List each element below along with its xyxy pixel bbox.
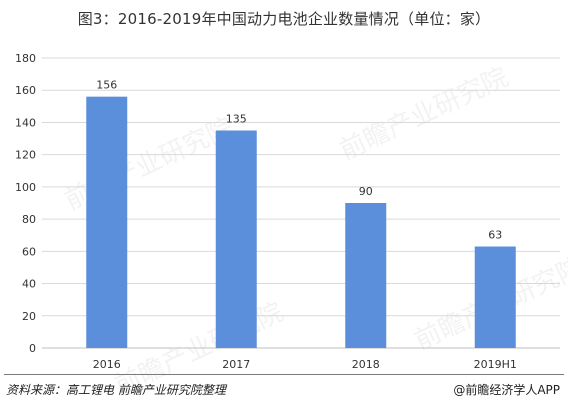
bar xyxy=(474,246,516,348)
brand-text: @前瞻经济学人APP xyxy=(453,383,560,397)
x-tick-label: 2017 xyxy=(222,358,250,371)
y-tick-label: 160 xyxy=(15,84,36,97)
y-tick-label: 80 xyxy=(22,213,36,226)
y-tick-label: 20 xyxy=(22,310,36,323)
y-tick-label: 40 xyxy=(22,278,36,291)
bar xyxy=(86,96,128,349)
y-tick-label: 140 xyxy=(15,116,36,129)
x-tick-label: 2019H1 xyxy=(474,358,517,371)
data-label: 135 xyxy=(226,113,247,126)
data-label: 63 xyxy=(488,229,502,242)
bar xyxy=(345,203,387,348)
x-tick-label: 2016 xyxy=(93,358,121,371)
brand-credit: @前瞻经济学人APP xyxy=(453,381,560,398)
y-tick-label: 60 xyxy=(22,245,36,258)
y-tick-label: 180 xyxy=(15,52,36,65)
data-label: 156 xyxy=(96,79,117,92)
chart-title: 图3：2016-2019年中国动力电池企业数量情况（单位：家） xyxy=(77,10,491,28)
watermark-text: 前瞻产业研究院 xyxy=(335,62,513,166)
y-tick-label: 120 xyxy=(15,149,36,162)
data-label: 90 xyxy=(359,185,373,198)
bar xyxy=(215,130,257,348)
footer-divider xyxy=(4,374,564,375)
source-note: 资料来源：高工锂电 前瞻产业研究院整理 xyxy=(6,383,226,397)
y-tick-label: 0 xyxy=(29,342,36,355)
x-tick-label: 2018 xyxy=(352,358,380,371)
y-tick-label: 100 xyxy=(15,181,36,194)
